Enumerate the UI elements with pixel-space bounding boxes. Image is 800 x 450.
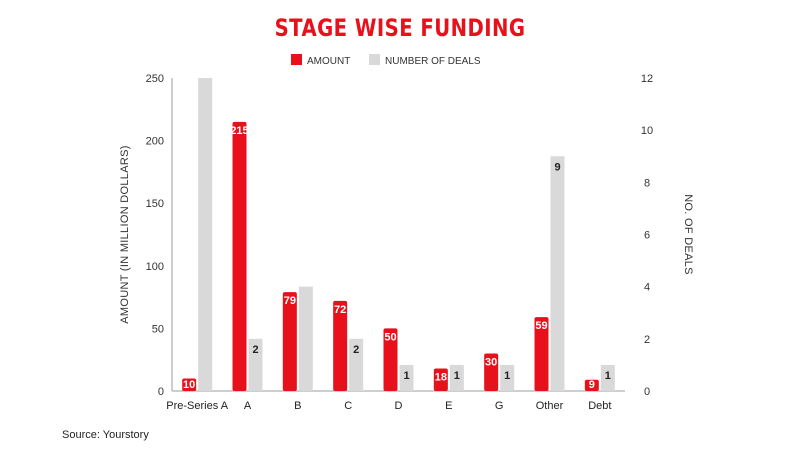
data-label-deals: 1 <box>454 370 460 382</box>
data-label-amount: 59 <box>535 320 547 332</box>
bar-amount <box>182 378 197 391</box>
data-label-amount: 72 <box>334 304 346 316</box>
legend-swatch-amount <box>291 54 302 65</box>
bar-amount <box>584 379 599 391</box>
y-tick-label-right: 12 <box>641 73 653 85</box>
y-tick-label-right: 4 <box>644 282 650 294</box>
source-note: Source: Yourstory <box>62 429 149 441</box>
bar-deals <box>248 338 263 391</box>
bar-amount <box>433 368 448 391</box>
data-label-amount: 30 <box>485 356 497 368</box>
legend-label-amount: AMOUNT <box>307 56 350 67</box>
x-tick-label: Debt <box>588 400 611 412</box>
x-tick-label: D <box>395 400 403 412</box>
bar-amount <box>232 121 247 391</box>
y-tick-label-left: 50 <box>152 323 164 335</box>
bar-amount <box>333 300 348 391</box>
bar-amount <box>383 328 398 391</box>
chart-title: STAGE WISE FUNDING <box>274 14 526 42</box>
y-tick-label-left: 0 <box>158 386 164 398</box>
y-axis-title-right: NO. OF DEALS <box>682 194 694 275</box>
x-tick-label: C <box>344 400 352 412</box>
x-tick-label: B <box>294 400 301 412</box>
data-label-deals: 1 <box>504 370 510 382</box>
y-tick-label-right: 8 <box>644 177 650 189</box>
bar-deals <box>349 338 364 391</box>
data-label-deals: 2 <box>252 344 258 356</box>
y-tick-label-left: 200 <box>146 136 164 148</box>
data-label-deals: 2 <box>353 344 359 356</box>
x-tick-label: G <box>495 400 504 412</box>
data-label-amount: 215 <box>230 125 248 137</box>
bar-amount <box>534 317 549 391</box>
y-tick-label-right: 0 <box>644 386 650 398</box>
x-tick-label: Pre-Series A <box>166 400 228 412</box>
y-tick-label-right: 2 <box>644 334 650 346</box>
y-tick-label-left: 100 <box>146 261 164 273</box>
x-tick-label: A <box>244 400 252 412</box>
data-label-amount: 79 <box>284 295 296 307</box>
bar-deals <box>298 286 313 391</box>
y-tick-label-left: 150 <box>146 198 164 210</box>
bar-deals <box>500 364 515 391</box>
data-label-deals: 1 <box>605 370 611 382</box>
bar-amount <box>282 292 297 391</box>
bar-deals <box>550 156 565 391</box>
x-tick-label: Other <box>536 400 564 412</box>
data-label-amount: 10 <box>183 379 195 391</box>
y-tick-label-right: 10 <box>641 125 653 137</box>
y-axis-title-left: AMOUNT (IN MILLION DOLLARS) <box>119 145 131 323</box>
data-label-amount: 18 <box>435 371 447 383</box>
y-tick-label-right: 6 <box>644 230 650 242</box>
data-label-deals: 9 <box>554 161 560 173</box>
bar-deals <box>600 364 615 391</box>
data-label-amount: 9 <box>589 379 595 391</box>
data-label-amount: 50 <box>384 331 396 343</box>
bar-deals <box>449 364 464 391</box>
x-tick-label: E <box>445 400 452 412</box>
bar-amount <box>484 353 499 391</box>
legend-label-deals: NUMBER OF DEALS <box>385 56 481 67</box>
bar-deals <box>198 78 213 391</box>
data-label-deals: 1 <box>403 370 409 382</box>
legend-swatch-deals <box>369 54 380 65</box>
y-tick-label-left: 250 <box>146 73 164 85</box>
bar-deals <box>399 364 414 391</box>
